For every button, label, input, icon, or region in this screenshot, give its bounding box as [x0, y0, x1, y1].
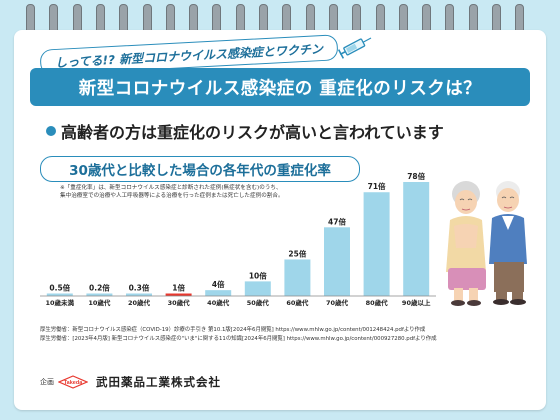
data-label: 25倍	[288, 248, 306, 258]
data-label: 71倍	[368, 181, 386, 191]
footer-label: 企画	[40, 378, 54, 386]
chart-note-line-1: ※「重症化率」は、新型コロナウイルス感染症と診断された症例(無症状を含む)のうち…	[60, 185, 282, 191]
category-label: 90歳以上	[402, 298, 431, 307]
headline: 高齢者の方は重症化のリスクが高いと言われています	[46, 118, 444, 144]
bar	[165, 293, 192, 296]
data-label: 78倍	[407, 171, 425, 181]
bullet-icon	[46, 126, 56, 136]
syringe-icon	[337, 37, 372, 59]
bar	[324, 227, 350, 296]
bar	[126, 293, 152, 296]
bar	[363, 192, 390, 296]
bar	[244, 281, 271, 296]
bar	[205, 290, 232, 296]
data-label: 10倍	[249, 270, 267, 280]
bar	[46, 293, 73, 296]
data-label: 47倍	[328, 216, 346, 226]
headline-text: 高齢者の方は重症化のリスクが高いと言われています	[61, 123, 444, 142]
reference-2: 厚生労働省：[2023年4月版] 新型コロナウイルス感染症の"いま"に関する11…	[40, 336, 437, 342]
bar	[403, 182, 430, 296]
data-label: 0.2倍	[89, 283, 110, 293]
elderly-couple-illustration	[446, 181, 527, 306]
category-label: 20歳代	[128, 298, 151, 307]
category-label: 80歳代	[366, 298, 389, 307]
references: 厚生労働省：新型コロナウイルス感染症（COVID-19）診療の手引き 第10.1…	[40, 326, 437, 344]
company-name: 武田薬品工業株式会社	[96, 375, 221, 389]
title-banner: 新型コロナウイルス感染症の 重症化のリスクは？	[30, 68, 530, 106]
data-label: 0.3倍	[129, 283, 150, 293]
banner-title: 新型コロナウイルス感染症の 重症化のリスクは？	[78, 78, 482, 99]
data-label: 4倍	[212, 279, 225, 289]
category-label: 10歳未満	[46, 298, 75, 307]
category-label: 70歳代	[326, 298, 349, 307]
bar-chart: 0.5倍 10歳未満 0.2倍 10歳代 0.3倍 20歳代 1倍 30歳代 4倍 40歳代 10倍…	[40, 171, 436, 307]
data-label: 0.5倍	[49, 283, 70, 293]
reference-1: 厚生労働省：新型コロナウイルス感染症（COVID-19）診療の手引き 第10.1…	[40, 327, 426, 333]
bar	[284, 259, 311, 296]
svg-text:Takeda: Takeda	[64, 380, 83, 386]
data-label: 1倍	[172, 283, 185, 293]
category-label: 40歳代	[207, 298, 230, 307]
category-label: 60歳代	[286, 298, 309, 307]
chart-subtitle: 30歳代と比較した場合の各年代の重症化率	[69, 163, 331, 179]
bar	[86, 293, 113, 296]
chart-subtitle-box: 30歳代と比較した場合の各年代の重症化率	[40, 156, 360, 182]
chart-note: ※「重症化率」は、新型コロナウイルス感染症と診断された症例(無症状を含む)のうち…	[60, 184, 350, 200]
category-label: 50歳代	[247, 298, 270, 307]
category-label: 10歳代	[88, 298, 111, 307]
footer: 企画 Takeda 武田薬品工業株式会社	[40, 374, 221, 390]
chart-note-line-2: 集中治療室での治療や人工呼吸器等による治療を行った症例または死亡した症例の割合。	[60, 193, 284, 199]
category-label: 30歳代	[168, 298, 191, 307]
takeda-logo: Takeda	[58, 375, 88, 389]
